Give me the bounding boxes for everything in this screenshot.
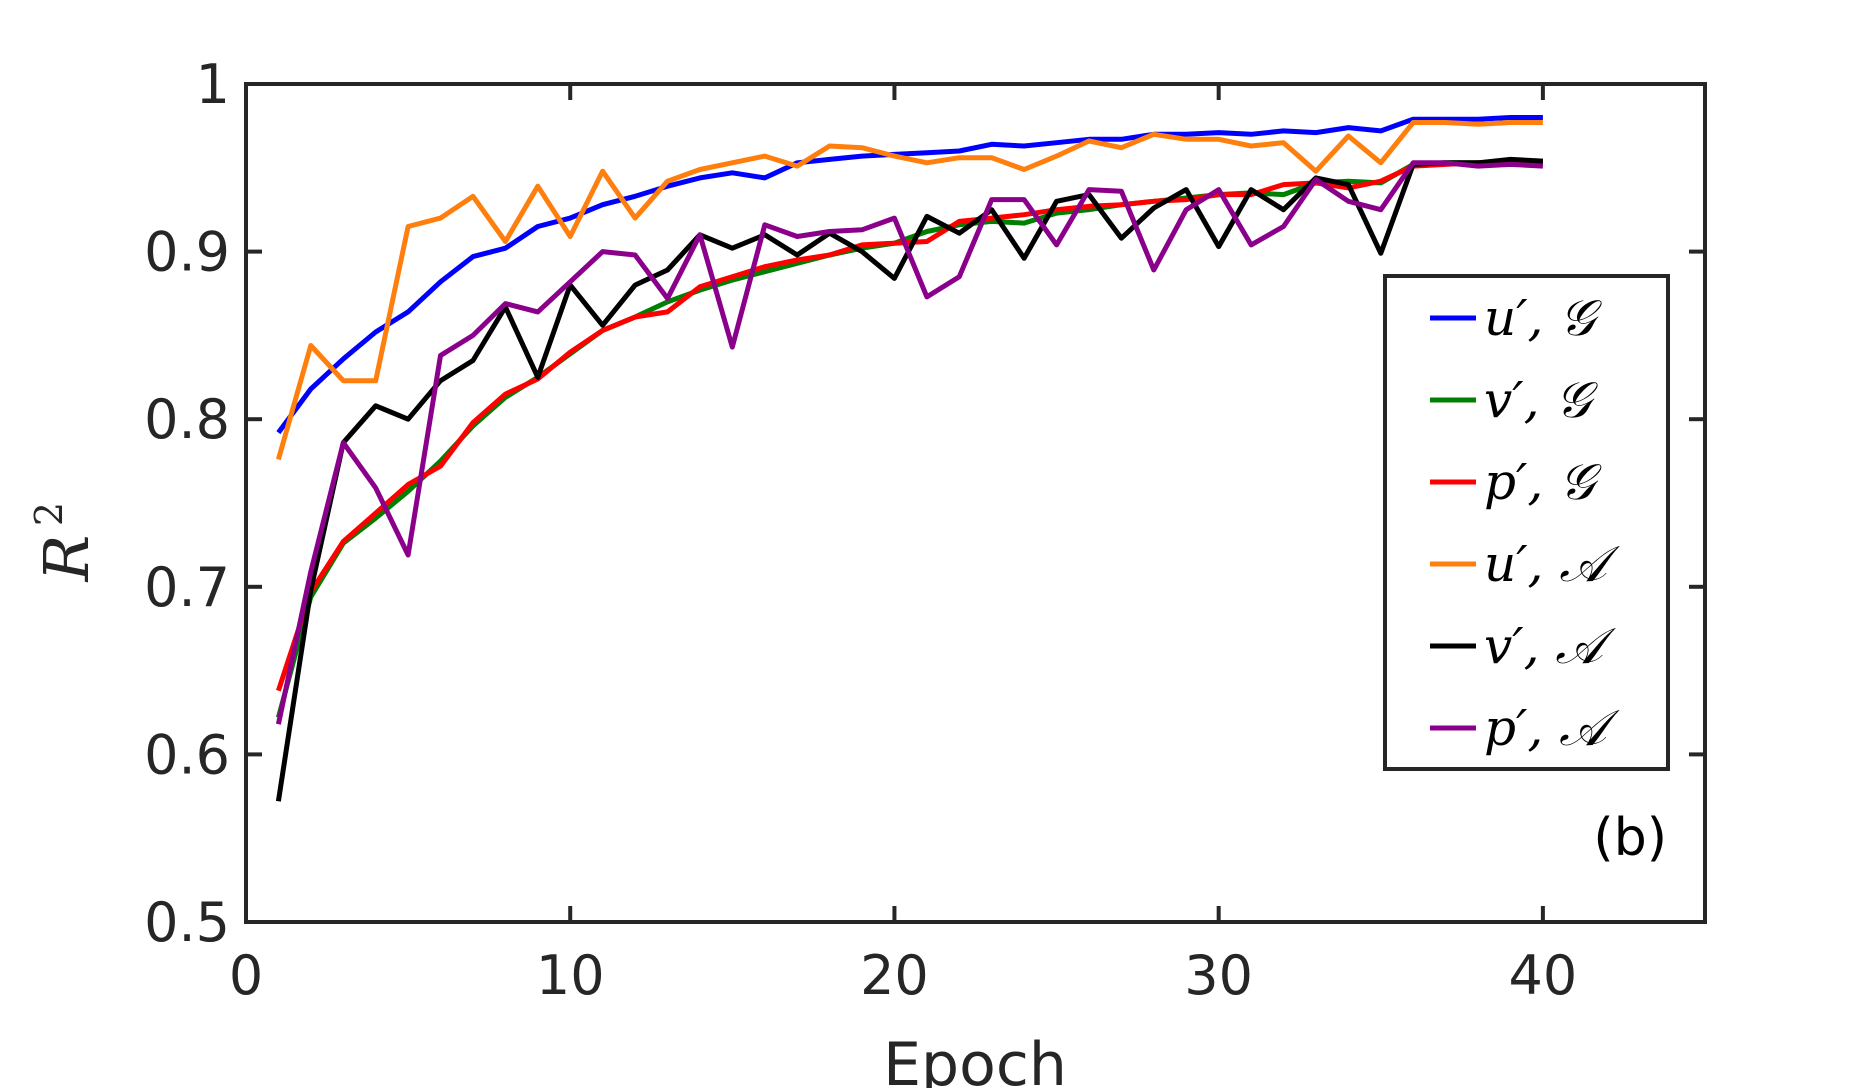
x-tick-label: 0 [229,944,263,1007]
legend-box [1383,274,1670,771]
legend-label: p′, 𝒜 [1484,699,1620,757]
y-axis-title: R 2 [27,502,103,582]
x-tick-label: 20 [860,944,929,1007]
y-tick-label: 0.9 [144,221,230,284]
y-tick-labels: 0.5 0.6 0.7 0.8 0.9 1 [144,53,230,954]
panel-label: (b) [1593,808,1667,868]
legend-item: v′, 𝒜 [1430,617,1616,675]
series-line-5 [275,156,1544,802]
x-tick-labels: 0 10 20 30 40 [229,944,1577,1007]
series-line-6 [275,160,1544,725]
x-tick-label: 40 [1509,944,1578,1007]
legend-entries: u′, 𝒢 v′, 𝒢 p′, 𝒢 u′, 𝒜 v′, 𝒜 p′, 𝒜 [1430,289,1620,757]
y-tick-label: 0.5 [144,891,230,954]
x-tick-label: 10 [536,944,605,1007]
series-layer [275,115,1544,802]
y-tick-label: 1 [196,53,230,116]
y-tick-label: 0.7 [144,556,230,619]
y-tick-label: 0.6 [144,723,230,786]
x-axis-title: Epoch [883,1030,1067,1088]
y-axis-title-superscript: 2 [27,502,71,526]
series-line-4 [275,120,1543,461]
series-line-1 [276,115,1543,435]
legend-item: u′, 𝒢 [1430,289,1602,347]
y-tick-label: 0.8 [144,388,230,451]
legend-label: u′, 𝒢 [1484,289,1602,347]
legend-label: v′, 𝒢 [1484,371,1598,429]
legend-label: u′, 𝒜 [1484,535,1620,593]
legend-label: v′, 𝒜 [1484,617,1616,675]
legend: u′, 𝒢 v′, 𝒢 p′, 𝒢 u′, 𝒜 v′, 𝒜 p′, 𝒜 [1383,274,1670,771]
legend-item: p′, 𝒢 [1430,453,1602,511]
y-axis-title-text: R [30,535,103,583]
x-tick-label: 30 [1184,944,1253,1007]
plot-frame [244,82,1707,924]
legend-item: v′, 𝒢 [1430,371,1598,429]
legend-item: p′, 𝒜 [1430,699,1620,757]
legend-label: p′, 𝒢 [1484,453,1602,511]
legend-item: u′, 𝒜 [1430,535,1620,593]
